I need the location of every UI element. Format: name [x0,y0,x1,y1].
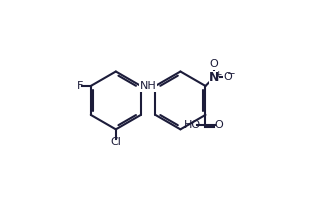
Text: +: + [214,70,222,79]
Text: O: O [214,121,223,130]
Text: O: O [210,59,218,69]
Text: F: F [77,81,83,91]
Text: −: − [227,69,236,79]
Text: HO: HO [184,121,201,130]
Text: N: N [209,71,219,84]
Text: Cl: Cl [111,137,121,147]
Text: O: O [224,72,232,83]
Text: NH: NH [140,81,156,91]
